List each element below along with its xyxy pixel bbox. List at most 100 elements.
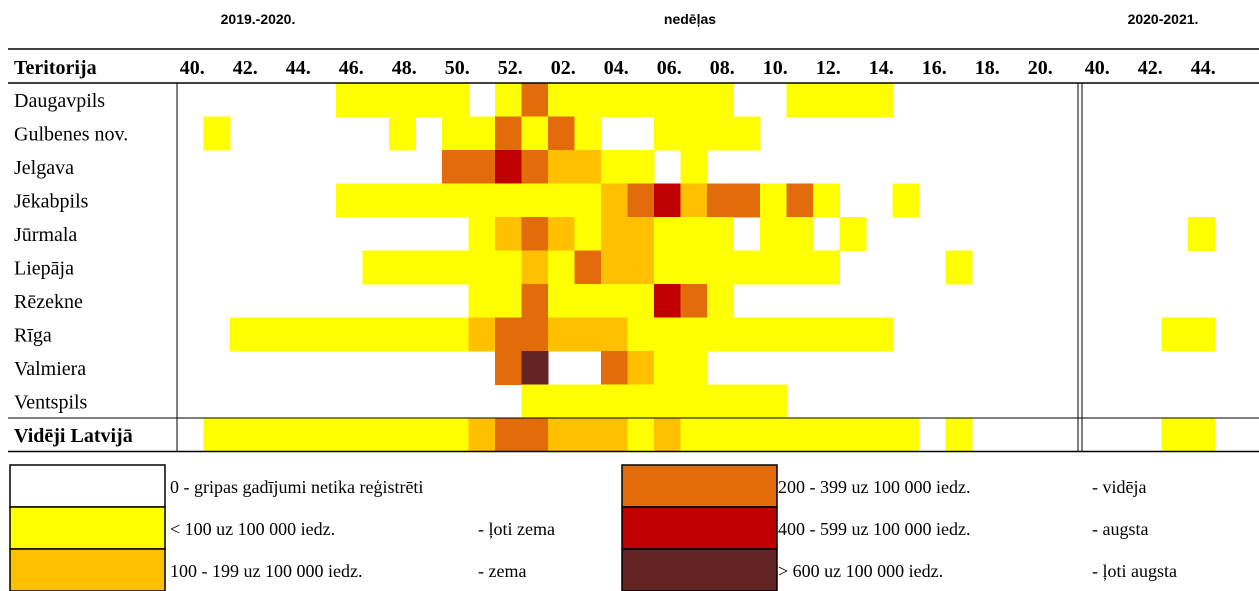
heatmap-cell [336,183,363,218]
heatmap-cell [521,183,549,218]
territory-label: Gulbenes nov. [14,124,128,146]
heatmap-cell [707,250,734,285]
heatmap-cell [786,317,814,352]
heatmap-cell [760,250,787,285]
week-label: 12. [816,57,841,79]
heatmap-cell [521,317,549,352]
heatmap-cell [654,284,681,318]
heatmap-cell [601,351,628,385]
heatmap-cell [521,116,549,151]
heatmap-cell [627,183,655,218]
heatmap-cell [415,317,443,352]
heatmap-cell [707,317,734,352]
heatmap-cell [839,83,867,117]
heatmap-cell [389,183,416,218]
heatmap-cell [495,418,522,452]
week-label: 04. [604,57,629,79]
heatmap-cell [866,418,893,452]
heatmap-cell [654,418,681,452]
season-label-2019-2020: 2019.-2020. [221,11,296,27]
heatmap-cell [654,217,681,251]
heatmap-cell [495,116,522,151]
heatmap-cell [627,217,655,251]
heatmap-cell [866,317,893,352]
week-label: 50. [445,57,470,79]
territory-label: Rēzekne [14,291,83,313]
heatmap-cell [733,317,761,352]
heatmap-cell [601,384,628,419]
heatmap-cell [548,83,575,117]
heatmap-cell [468,250,496,285]
heatmap-cell [442,250,469,285]
heatmap-cell [892,183,920,218]
week-label: 16. [922,57,947,79]
heatmap-cell [1188,418,1215,452]
heatmap-cell [786,250,814,285]
heatmap-cell [680,217,708,251]
heatmap-cell [680,250,708,285]
legend-range-label: < 100 uz 100 000 iedz. [170,519,335,539]
legend-swatch [9,464,166,508]
heatmap-cell [574,116,602,151]
heatmap-cell [521,384,549,419]
heatmap-cell [495,351,522,385]
legend-swatch [9,506,166,550]
heatmap-cell [680,351,708,385]
heatmap-cell [574,250,602,285]
heatmap-cell [813,317,840,352]
heatmap-cell [786,183,814,218]
heatmap-cell [521,250,549,285]
heatmap-cell [574,83,602,117]
heatmap-cell [442,116,469,151]
week-labels: 40. 42. 44. 46. 48. 50. 52. 02. 04. 06. 08. 10. 12. 1… [180,57,1216,79]
heatmap-cell [839,217,867,251]
heatmap-cell [415,418,443,452]
legend-category-label: - ļoti augsta [1092,561,1177,581]
heatmap-cell [256,317,284,352]
heatmap-cell [627,250,655,285]
heatmap-cell [495,284,522,318]
heatmap-cell [760,384,787,419]
legend-swatch [621,548,778,591]
heatmap-cell [548,284,575,318]
legend-category-label: - vidēja [1092,477,1146,497]
territory-label: Rīga [14,325,52,347]
heatmap-cell [733,418,761,452]
week-label: 14. [869,57,894,79]
week-label: 48. [392,57,417,79]
week-label: 52. [498,57,523,79]
heatmap-cell [574,384,602,419]
week-label: 44. [1191,57,1216,79]
heatmap-cell [680,384,708,419]
legend-range-label: 200 - 399 uz 100 000 iedz. [778,477,970,497]
week-label: 06. [657,57,682,79]
heatmap-cell [1161,418,1189,452]
heatmap-cell [627,317,655,352]
heatmap-cell [415,83,443,117]
heatmap-cell [1161,317,1189,352]
heatmap-cell [389,418,416,452]
legend-range-label: 400 - 599 uz 100 000 iedz. [778,519,970,539]
heatmap-cell [574,150,602,184]
legend-range-label: > 600 uz 100 000 iedz. [778,561,943,581]
heatmap-cell [760,418,787,452]
heatmap-cell [680,317,708,352]
heatmap-cell [892,418,920,452]
heatmap-cell [548,317,575,352]
heatmap-cell [442,150,469,184]
week-label: 44. [286,57,311,79]
heatmap-cell [707,384,734,419]
week-label: 10. [763,57,788,79]
heatmap-cell [468,317,496,352]
heatmap-cell [627,284,655,318]
heatmap-cell [707,183,734,218]
territory-label: Valmiera [14,358,86,380]
heatmap-cell [442,418,469,452]
heatmap-cell [1188,217,1215,251]
heatmap-cell [680,418,708,452]
heatmap-cell [707,116,734,151]
heatmap-cell [521,83,549,117]
heatmap-cell [733,384,761,419]
heatmap-cell [813,418,840,452]
heatmap-cell [548,384,575,419]
